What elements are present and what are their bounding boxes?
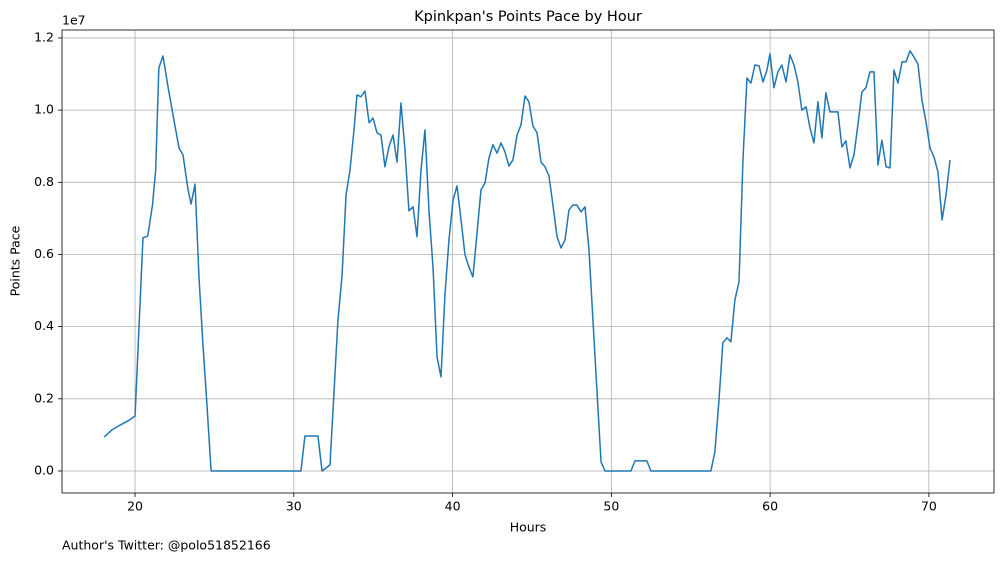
y-tick-label: 0.4	[34, 318, 54, 333]
y-axis-label: Points Pace	[8, 225, 23, 296]
y-offset-label: 1e7	[62, 13, 86, 28]
x-tick-label: 30	[286, 499, 302, 514]
y-tick-label: 0.8	[34, 174, 54, 189]
x-tick-label: 70	[921, 499, 937, 514]
x-axis-label: Hours	[510, 520, 547, 535]
axes-frame	[61, 29, 995, 494]
x-tick-label: 20	[127, 499, 143, 514]
x-tick-label: 60	[762, 499, 778, 514]
footnote: Author's Twitter: @polo51852166	[62, 538, 271, 553]
x-tick-label: 50	[603, 499, 619, 514]
y-tick-label: 0.6	[34, 246, 54, 261]
data-line	[103, 50, 951, 472]
y-tick-label: 0.2	[34, 390, 54, 405]
y-tick-label: 0.0	[34, 462, 54, 477]
x-tick-label: 40	[445, 499, 461, 514]
y-tick-label: 1.0	[34, 102, 54, 117]
y-tick-label: 1.2	[34, 29, 54, 44]
chart-title: Kpinkpan's Points Pace by Hour	[414, 9, 642, 25]
plot-area: 20 30 40 50 60 70 0.0 0.2 0.4 0.6 0.8 1.0 1.2	[34, 29, 994, 514]
